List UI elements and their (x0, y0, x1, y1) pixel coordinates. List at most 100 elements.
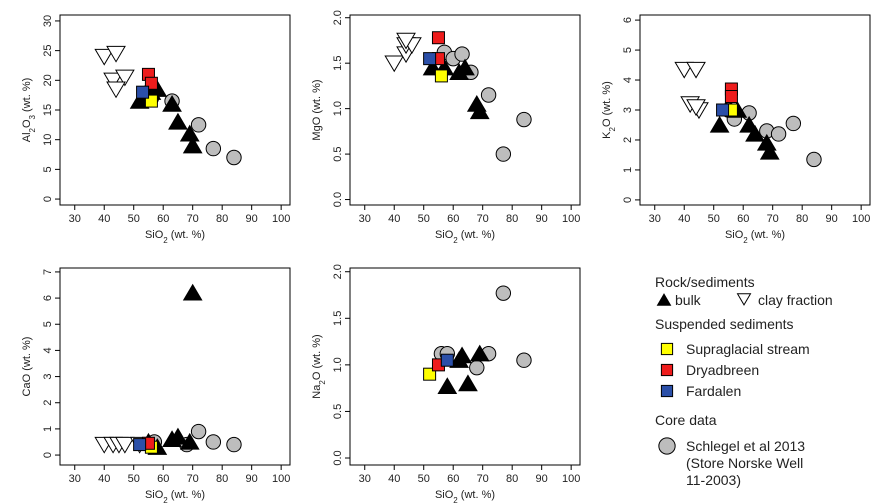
x-tick-label: 80 (506, 213, 518, 225)
subscript: 2 (163, 496, 168, 504)
marker-triangle-up (452, 346, 472, 364)
subscript: 2 (453, 236, 458, 245)
y-axis-label: MgO (wt. %) (311, 79, 323, 140)
marker-square (660, 342, 674, 356)
marker-triangle-down (103, 72, 123, 90)
marker-triangle-down (384, 55, 405, 73)
marker-triangle-down (106, 45, 126, 63)
y-tick-label: 0.0 (332, 450, 344, 465)
marker-triangle-down (106, 81, 126, 99)
x-tick-label: 40 (98, 473, 110, 485)
x-tick-label: 100 (562, 473, 580, 485)
y-tick-label: 5 (622, 47, 634, 53)
x-tick-label: 60 (157, 213, 169, 225)
label-part: Al (21, 132, 33, 142)
x-tick-label: 60 (737, 213, 749, 225)
marker-triangle-up (182, 283, 203, 301)
y-tick-label: 6 (622, 17, 634, 23)
marker-triangle-up (179, 432, 200, 450)
marker-circle (205, 140, 222, 157)
marker-square (133, 438, 147, 452)
marker-square (440, 353, 454, 367)
marker-triangle-up (162, 94, 182, 112)
x-tick-label: 70 (187, 473, 199, 485)
label-part: (wt. %) (168, 489, 205, 501)
subscript: 2 (453, 496, 458, 504)
marker-circle (785, 115, 802, 132)
x-tick-label: 30 (649, 213, 661, 225)
subscript: 2 (318, 380, 327, 385)
x-tick-label: 40 (98, 213, 110, 225)
y-axis-label: Na2O (wt. %) (311, 334, 327, 398)
x-axis-label: SiO2 (wt. %) (145, 229, 205, 245)
marker-square (434, 69, 448, 83)
y-axis-label: K2O (wt. %) (601, 81, 617, 139)
y-tick-label: 4 (622, 77, 634, 83)
marker-square (716, 103, 730, 117)
y-tick-label: 25 (42, 45, 54, 57)
marker-circle (516, 352, 532, 368)
x-tick-label: 50 (708, 213, 720, 225)
marker-square (423, 52, 437, 66)
legend-label: Supraglacial stream (686, 341, 810, 357)
legend-label: Fardalen (686, 383, 741, 399)
marker-triangle-down (94, 48, 115, 66)
label-part: (wt. %) (748, 229, 785, 241)
x-tick-label: 40 (388, 213, 400, 225)
marker-circle (480, 87, 497, 103)
subscript: 2 (608, 126, 617, 131)
x-tick-label: 80 (216, 473, 228, 485)
marker-triangle-up (129, 92, 150, 109)
subscript: 2 (743, 236, 748, 245)
marker-circle (495, 146, 512, 162)
label-part: SiO (145, 489, 164, 501)
legend-group-title: Suspended sediments (655, 316, 794, 332)
x-tick-label: 50 (128, 213, 140, 225)
x-tick-label: 90 (536, 473, 548, 485)
marker-triangle-up (656, 293, 672, 306)
x-tick-label: 70 (767, 213, 779, 225)
x-tick-label: 90 (536, 213, 548, 225)
marker-triangle-down (114, 69, 135, 87)
subscript: 2 (163, 236, 168, 245)
x-axis-label: SiO2 (wt. %) (435, 229, 495, 245)
marker-triangle-up (745, 124, 765, 142)
x-tick-label: 50 (418, 213, 430, 225)
y-tick-label: 5 (42, 166, 54, 172)
y-tick-label: 30 (42, 15, 54, 27)
y-tick-label: 1.0 (332, 357, 344, 372)
x-tick-label: 100 (272, 213, 290, 225)
x-tick-label: 90 (826, 213, 838, 225)
label-part: SiO (435, 229, 454, 241)
y-tick-label: 1 (622, 167, 634, 173)
subscript: 2 (28, 127, 37, 132)
label-part: Na (311, 384, 323, 399)
label-part: O (21, 119, 33, 128)
marker-circle (226, 436, 242, 453)
marker-triangle-down (686, 99, 706, 117)
y-tick-label: 2.0 (332, 264, 344, 279)
x-tick-label: 90 (246, 213, 258, 225)
marker-circle (190, 117, 207, 133)
label-part: O (wt. %) (601, 81, 613, 127)
y-tick-label: 3 (42, 374, 54, 380)
marker-triangle-down (736, 293, 752, 306)
label-part: (wt. %) (168, 229, 205, 241)
plot-frame (349, 267, 581, 466)
x-tick-label: 60 (447, 213, 459, 225)
x-tick-label: 40 (678, 213, 690, 225)
label-part: MgO (wt. %) (311, 79, 323, 140)
y-tick-label: 5 (42, 321, 54, 327)
x-tick-label: 100 (272, 473, 290, 485)
y-tick-label: 20 (42, 74, 54, 86)
x-tick-label: 70 (477, 213, 489, 225)
x-tick-label: 80 (216, 213, 228, 225)
y-tick-label: 1.5 (332, 311, 344, 326)
marker-circle (469, 359, 485, 376)
x-tick-label: 90 (246, 473, 258, 485)
x-tick-label: 30 (359, 473, 371, 485)
plot-frame (349, 14, 581, 206)
legend-group-title: Core data (655, 412, 717, 428)
marker-square (724, 90, 738, 104)
